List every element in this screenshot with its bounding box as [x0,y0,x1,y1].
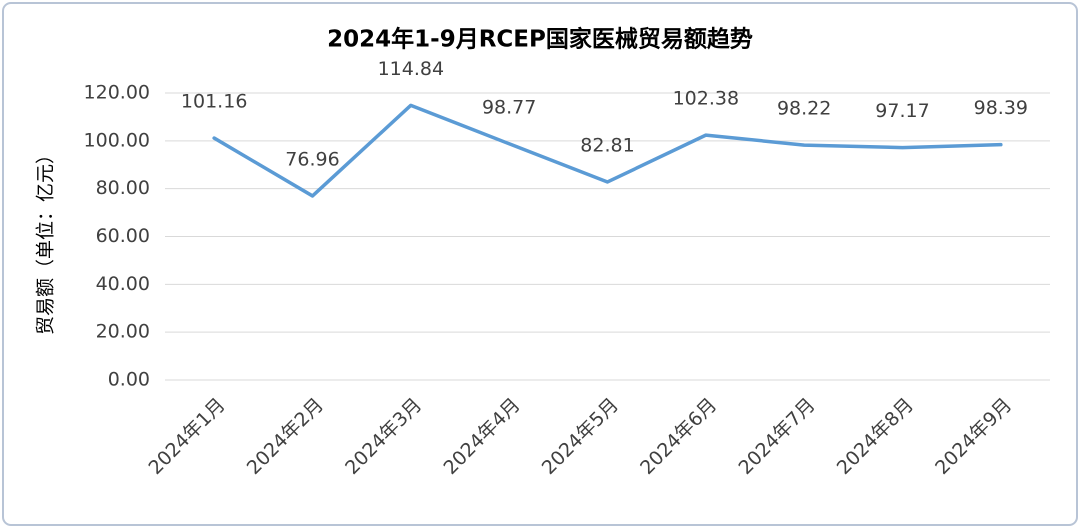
data-label: 102.38 [673,88,739,110]
data-label: 82.81 [580,134,634,156]
y-tick-label: 120.00 [84,82,150,104]
y-tick-label: 100.00 [84,129,150,151]
y-tick-label: 80.00 [96,177,150,199]
data-label: 98.22 [777,98,831,120]
data-label: 101.16 [181,91,247,113]
data-label: 98.77 [482,96,536,118]
data-label: 76.96 [285,148,339,170]
y-tick-label: 20.00 [96,321,150,343]
data-label: 98.39 [974,97,1028,119]
chart-title: 2024年1-9月RCEP国家医械贸易额趋势 [327,26,753,53]
line [212,103,1003,198]
y-tick-label: 40.00 [96,273,150,295]
y-axis-label: 贸易额（单位：亿元） [35,145,57,335]
data-label: 97.17 [875,100,929,122]
y-tick-label: 0.00 [108,369,150,391]
data-label: 114.84 [378,58,444,80]
y-tick-label: 60.00 [96,225,150,247]
